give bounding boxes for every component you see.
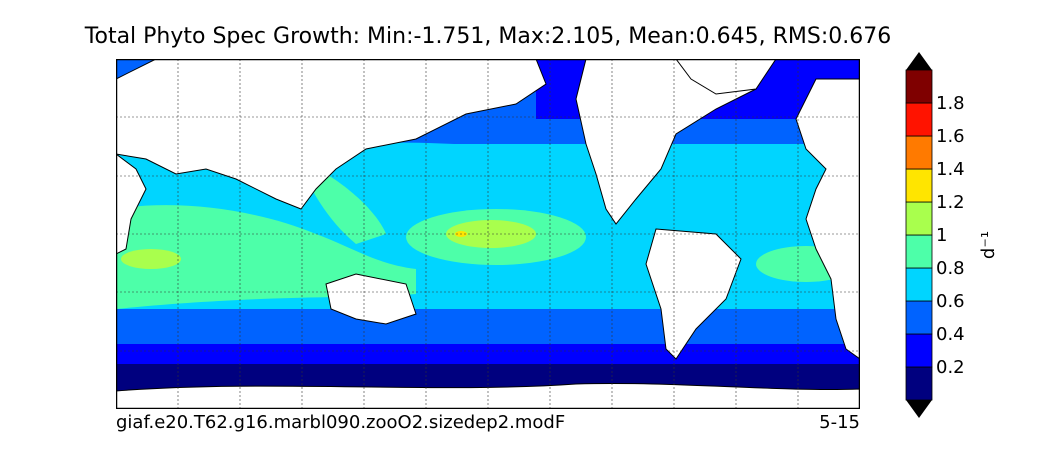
colorbar-level-7 [905, 135, 933, 170]
map-grid [116, 59, 860, 409]
colorbar: 0.2 0.4 0.6 0.8 1 1.2 1.4 1.6 1.8 [894, 50, 974, 420]
colorbar-level-6 [905, 168, 933, 203]
global-map [116, 59, 860, 409]
map-border [116, 59, 860, 409]
colorbar-level-4 [905, 234, 933, 269]
colorbar-level-5 [905, 201, 933, 236]
colorbar-level-9 [905, 69, 933, 104]
colorbar-tick-label: 0.8 [936, 258, 965, 279]
colorbar-tick-label: 1.2 [936, 192, 965, 213]
map-panel [116, 59, 860, 409]
colorbar-tick-label: 0.4 [936, 324, 965, 345]
colorbar-tick-label: 1.8 [936, 93, 965, 114]
land-australia [325, 273, 417, 325]
land-europe-africa [795, 78, 860, 360]
region-indian-1.0-1.2 [121, 249, 181, 269]
colorbar-tick-label: 0.6 [936, 291, 965, 312]
colorbar-tick-label: 1 [936, 225, 947, 246]
region-eq-pacific-1.0-1.2 [446, 220, 536, 248]
land-africa-west [116, 153, 147, 255]
page-title: Total Phyto Spec Growth: Min:-1.751, Max… [84, 24, 892, 49]
colorbar-level-2 [905, 300, 933, 335]
colorbar-over-extension [906, 52, 932, 70]
colorbar-svg: 0.2 0.4 0.6 0.8 1 1.2 1.4 1.6 1.8 [905, 52, 965, 418]
land-asia [116, 59, 547, 210]
colorbar-unit-label: d⁻¹ [978, 230, 999, 260]
colorbar-level-1 [905, 333, 933, 368]
colorbar-tick-label: 1.6 [936, 126, 965, 147]
case-name-label: giaf.e20.T62.g16.marbl090.zooO2.sizedep2… [116, 412, 566, 433]
colorbar-tick-label: 1.4 [936, 159, 965, 180]
colorbar-tick-label: 0.2 [936, 357, 965, 378]
colorbar-level-0 [905, 366, 933, 401]
colorbar-level-3 [905, 267, 933, 302]
colorbar-under-extension [906, 400, 932, 418]
years-label: 5-15 [819, 412, 860, 433]
land [116, 59, 860, 409]
land-south-america [645, 228, 742, 360]
colorbar-level-8 [905, 102, 933, 137]
